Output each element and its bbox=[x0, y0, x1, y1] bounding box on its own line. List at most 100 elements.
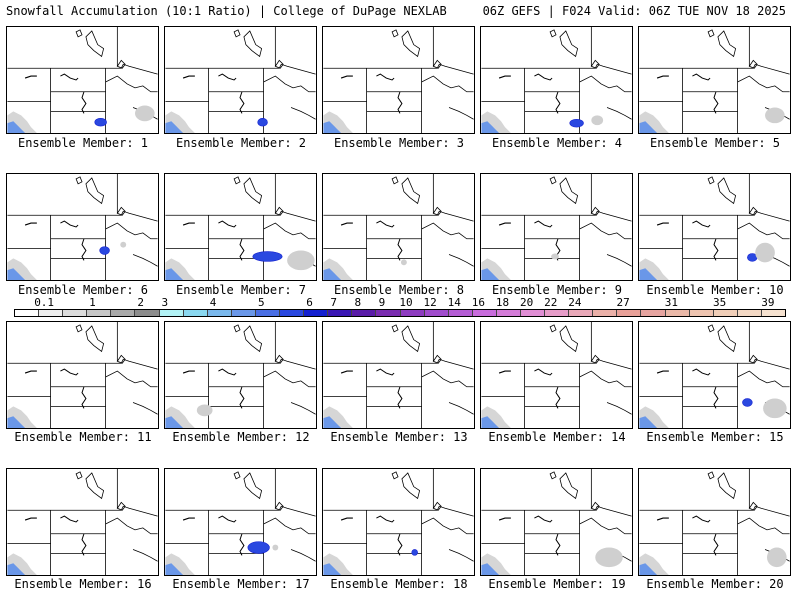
snowfall-area bbox=[120, 241, 127, 248]
ensemble-member-map bbox=[638, 468, 791, 576]
color-scale-tick: 31 bbox=[664, 296, 678, 309]
snowfall-area bbox=[135, 105, 155, 122]
color-scale-cell bbox=[183, 310, 208, 316]
snowfall-area bbox=[569, 118, 584, 128]
color-scale-cell bbox=[280, 310, 305, 316]
color-scale-cell bbox=[352, 310, 377, 316]
member-label: Ensemble Member: 15 bbox=[646, 430, 784, 444]
color-scale-tick: 0.1 bbox=[34, 296, 55, 309]
base-map bbox=[165, 322, 316, 428]
snowfall-area bbox=[411, 549, 418, 556]
color-scale-cell bbox=[63, 310, 88, 316]
ensemble-member-map bbox=[322, 321, 475, 429]
member-label: Ensemble Member: 7 bbox=[175, 283, 307, 297]
ensemble-member-map bbox=[638, 173, 791, 281]
snowfall-area bbox=[400, 259, 407, 266]
member-label: Ensemble Member: 13 bbox=[330, 430, 468, 444]
ensemble-member-map bbox=[6, 468, 159, 576]
snowfall-area bbox=[551, 253, 559, 260]
color-scale-tick: 24 bbox=[568, 296, 582, 309]
color-scale-cell bbox=[135, 310, 160, 316]
member-label: Ensemble Member: 17 bbox=[172, 577, 310, 591]
base-map bbox=[481, 322, 632, 428]
snowfall-area bbox=[287, 250, 315, 271]
member-label: Ensemble Member: 5 bbox=[649, 136, 781, 150]
snowfall-area bbox=[257, 117, 268, 127]
member-label: Ensemble Member: 19 bbox=[488, 577, 626, 591]
ensemble-member-map bbox=[480, 468, 633, 576]
color-scale-tick: 5 bbox=[257, 296, 265, 309]
color-scale-cell bbox=[448, 310, 473, 316]
member-label: Ensemble Member: 18 bbox=[330, 577, 468, 591]
color-scale-tick: 2 bbox=[137, 296, 144, 309]
member-label: Ensemble Member: 3 bbox=[333, 136, 465, 150]
base-map bbox=[323, 27, 474, 133]
snowfall-area bbox=[196, 404, 213, 417]
base-map bbox=[639, 174, 790, 280]
color-scale-tick: 1 bbox=[89, 296, 96, 309]
member-label: Ensemble Member: 20 bbox=[646, 577, 784, 591]
color-scale-cell bbox=[761, 310, 785, 316]
base-map bbox=[165, 174, 316, 280]
color-scale-cell bbox=[231, 310, 256, 316]
base-map bbox=[323, 322, 474, 428]
snowfall-area bbox=[94, 117, 107, 127]
color-scale-tick: 27 bbox=[616, 296, 630, 309]
color-scale-cell bbox=[87, 310, 112, 316]
color-scale-cell bbox=[328, 310, 353, 316]
color-scale-tick: 39 bbox=[761, 296, 775, 309]
ensemble-member-map bbox=[480, 173, 633, 281]
ensemble-member-map bbox=[638, 321, 791, 429]
ensemble-member-map bbox=[6, 173, 159, 281]
color-scale-tick: 14 bbox=[447, 296, 461, 309]
color-scale-cell bbox=[593, 310, 618, 316]
snowfall-area bbox=[252, 251, 283, 262]
color-scale-tick: 3 bbox=[161, 296, 169, 309]
base-map bbox=[323, 469, 474, 575]
base-map bbox=[7, 174, 158, 280]
color-scale-tick: 22 bbox=[544, 296, 558, 309]
snowfall-color-scale bbox=[14, 309, 786, 317]
base-map bbox=[639, 27, 790, 133]
ensemble-member-map bbox=[6, 26, 159, 134]
snowfall-area bbox=[763, 398, 787, 419]
color-scale-tick: 16 bbox=[471, 296, 485, 309]
color-scale-cell bbox=[159, 310, 184, 316]
color-scale-cell bbox=[255, 310, 281, 316]
color-scale-tick: 4 bbox=[209, 296, 217, 309]
base-map bbox=[639, 322, 790, 428]
snowfall-area bbox=[247, 541, 270, 554]
base-map bbox=[639, 469, 790, 575]
base-map bbox=[7, 322, 158, 428]
map-title: Snowfall Accumulation (10:1 Ratio) | Col… bbox=[6, 4, 447, 18]
member-label: Ensemble Member: 4 bbox=[491, 136, 623, 150]
ensemble-member-map bbox=[322, 468, 475, 576]
member-label: Ensemble Member: 10 bbox=[646, 283, 784, 297]
color-scale-cell bbox=[207, 310, 232, 316]
ensemble-member-map bbox=[322, 173, 475, 281]
color-scale-cell bbox=[496, 310, 521, 316]
color-scale-cell bbox=[111, 310, 136, 316]
base-map bbox=[481, 174, 632, 280]
member-label: Ensemble Member: 14 bbox=[488, 430, 626, 444]
ensemble-member-map bbox=[6, 321, 159, 429]
color-scale-cell bbox=[569, 310, 594, 316]
color-scale-cell bbox=[472, 310, 497, 316]
member-label: Ensemble Member: 6 bbox=[17, 283, 149, 297]
member-label: Ensemble Member: 1 bbox=[17, 136, 149, 150]
base-map bbox=[165, 469, 316, 575]
base-map bbox=[7, 469, 158, 575]
ensemble-member-map bbox=[322, 26, 475, 134]
color-scale-cell bbox=[737, 310, 762, 316]
snowfall-area bbox=[595, 547, 623, 568]
ensemble-member-map bbox=[164, 468, 317, 576]
member-label: Ensemble Member: 9 bbox=[491, 283, 623, 297]
ensemble-member-map bbox=[480, 321, 633, 429]
base-map bbox=[165, 27, 316, 133]
color-scale-cell bbox=[304, 310, 329, 316]
color-scale-cell bbox=[520, 310, 546, 316]
color-scale-tick: 35 bbox=[713, 296, 727, 309]
ensemble-member-map bbox=[164, 26, 317, 134]
color-scale-tick: 9 bbox=[378, 296, 386, 309]
color-scale-cell bbox=[689, 310, 714, 316]
